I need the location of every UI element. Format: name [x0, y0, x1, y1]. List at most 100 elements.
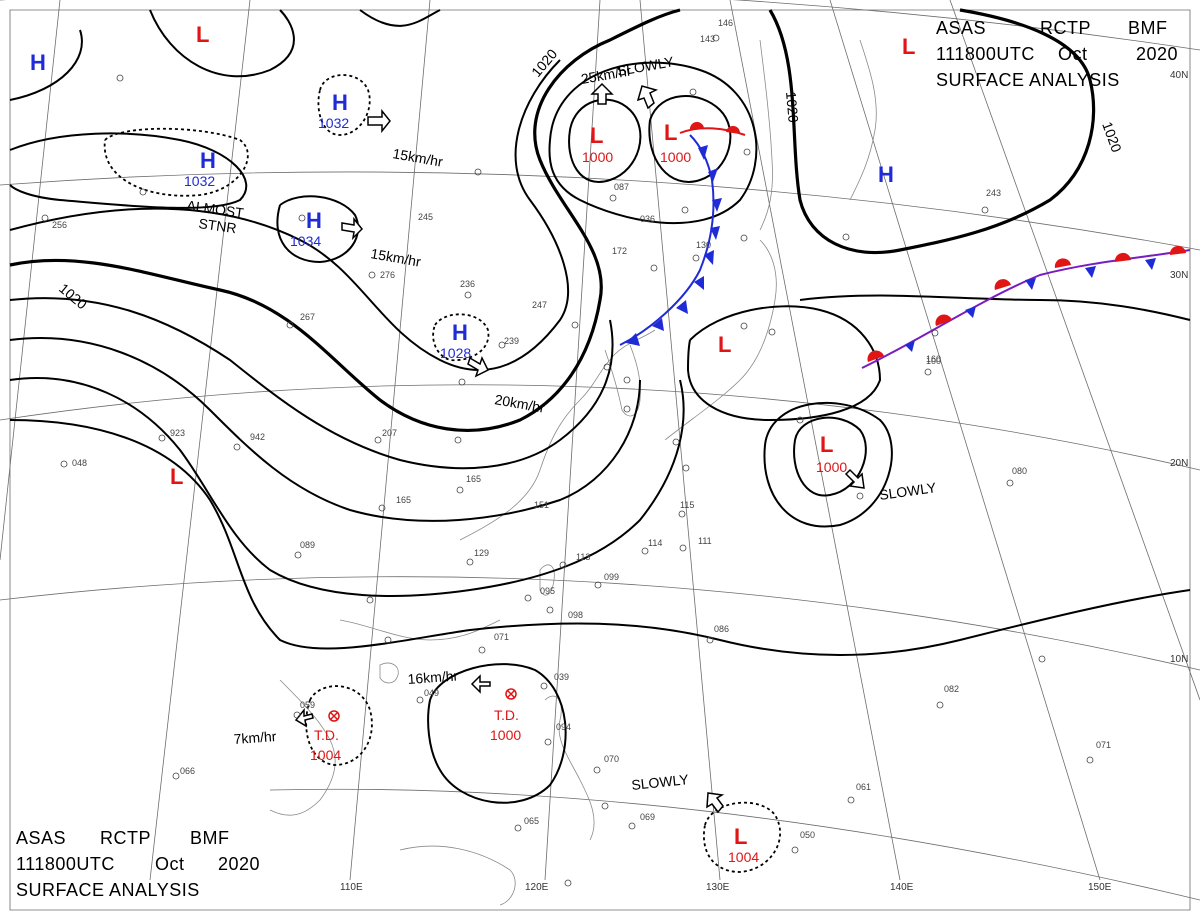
coast-hainan [379, 662, 399, 684]
map-frame [9, 9, 1191, 911]
station-obs: 113 [576, 552, 590, 562]
motion-arrow-low-east [844, 468, 865, 489]
station-obs: 050 [800, 830, 815, 840]
motion-arrow-low-1004 [706, 792, 725, 814]
lon-line-160e [949, 0, 1200, 701]
high-center-1032-north: H [332, 90, 348, 115]
isobar-high-1034 [276, 195, 360, 264]
station-obs: 094 [556, 722, 571, 732]
low-center-1000-east: L [820, 432, 833, 457]
header-bottom-ident-2: RCTP [100, 828, 151, 848]
station-obs-values: 256 267 276 245 236 247 239 207 165 151 … [52, 18, 1111, 840]
station-obs: 111 [698, 536, 712, 546]
lon-label-150e: 150E [1088, 882, 1112, 893]
station-obs: 130 [696, 240, 711, 250]
isobar-td-east [427, 663, 567, 804]
station-obs: 098 [568, 610, 583, 620]
station-obs: 070 [604, 754, 619, 764]
station-obs: 036 [640, 214, 655, 224]
warm-front-bumps [689, 121, 1186, 362]
station-obs: 267 [300, 312, 315, 322]
header-top-ident-2: RCTP [1040, 18, 1091, 38]
low-center-northeast: L [902, 34, 915, 59]
motion-arrow-1028 [467, 356, 490, 378]
td-east-symbol [505, 688, 517, 700]
station-obs: 099 [604, 572, 619, 582]
low-value-1000-north-a: 1000 [582, 149, 613, 165]
high-center-northeast: H [878, 162, 894, 187]
isobar-dashed-high-1028 [432, 313, 490, 362]
high-center-1028: H [452, 320, 468, 345]
station-obs: 114 [648, 538, 662, 548]
lon-line-110e [349, 0, 431, 881]
station-obs: 276 [380, 270, 395, 280]
td-west-value: 1004 [310, 747, 341, 763]
motion-arrow-1034 [341, 216, 364, 241]
low-value-1000-north-b: 1000 [660, 149, 691, 165]
header-top-ident-3: BMF [1128, 18, 1168, 38]
station-obs: 080 [1012, 466, 1027, 476]
station-obs: 247 [532, 300, 547, 310]
station-obs: 071 [494, 632, 509, 642]
isobar-low-north-a [568, 98, 642, 183]
header-bottom: ASAS RCTP BMF 111800UTC Oct 2020 SURFACE… [16, 828, 260, 900]
station-obs: 082 [944, 684, 959, 694]
high-value-1032-west: 1032 [184, 173, 215, 189]
lat-line-20n [0, 384, 1200, 471]
isobar-1020-west [9, 8, 681, 432]
header-top-year: 2020 [1136, 44, 1178, 64]
header-bottom-year: 2020 [218, 854, 260, 874]
low-center-north: L [196, 22, 209, 47]
station-obs: 069 [640, 812, 655, 822]
td-east-value: 1000 [490, 727, 521, 743]
motion-arrow-td-east [470, 674, 491, 694]
td-west-label: T.D. [314, 727, 339, 743]
lat-label-10n: 10N [1170, 654, 1188, 665]
lat-line-30n [0, 171, 1200, 251]
motion-arrow-low-north-b [636, 85, 659, 110]
isobar-outer-2 [9, 297, 614, 470]
note-stnr: STNR [198, 215, 238, 236]
isobar-dashed-low-1004 [703, 801, 781, 873]
isobars [9, 8, 1191, 873]
station-obs: 039 [554, 672, 569, 682]
coast-taiwan [539, 564, 555, 596]
coast-kamchatka [849, 39, 877, 201]
note-almost: ALMOST [186, 197, 246, 221]
station-obs: 065 [524, 816, 539, 826]
tropical-depressions: T.D. 1000 T.D. 1004 [310, 688, 521, 763]
isobar-low-east-outer [763, 401, 893, 528]
isobar-outer-3 [9, 337, 641, 522]
isobar-north [9, 9, 441, 101]
station-obs: 172 [612, 246, 627, 256]
isobar-outer-4 [9, 377, 685, 597]
lon-line-100e [149, 0, 251, 881]
motion-label-td-east: 16km/hr [407, 667, 459, 687]
high-center-1032-west: H [200, 148, 216, 173]
station-plots [41, 34, 1094, 887]
lon-label-110e: 110E [340, 882, 363, 893]
lon-label-130e: 130E [706, 882, 730, 893]
header-top-ident-1: ASAS [936, 18, 986, 38]
coast-borneo [399, 845, 516, 906]
motion-label-low-1004: SLOWLY [631, 771, 690, 793]
low-center-1000-north-a: L [590, 123, 603, 148]
isobar-1020-east [768, 8, 1096, 255]
motion-arrow-td-west [294, 707, 314, 728]
station-obs: 256 [52, 220, 67, 230]
isobar-low-north-b [648, 95, 732, 183]
low-center-japan: L [718, 332, 731, 357]
station-obs: 165 [466, 474, 481, 484]
cold-front-japan [619, 134, 715, 346]
station-obs: 245 [418, 212, 433, 222]
coast-sakhalin [759, 39, 773, 231]
lon-label-140e: 140E [890, 882, 914, 893]
isobar-west-loop [9, 132, 248, 209]
motion-arrows [294, 82, 865, 814]
lon-labels: 110E 120E 130E 140E 150E [340, 882, 1112, 893]
lat-labels: 40N 30N 20N 10N [1170, 70, 1188, 665]
header-top: ASAS RCTP BMF 111800UTC Oct 2020 SURFACE… [936, 18, 1178, 90]
coast-china-east [459, 329, 656, 541]
lat-label-20n: 20N [1170, 458, 1188, 469]
